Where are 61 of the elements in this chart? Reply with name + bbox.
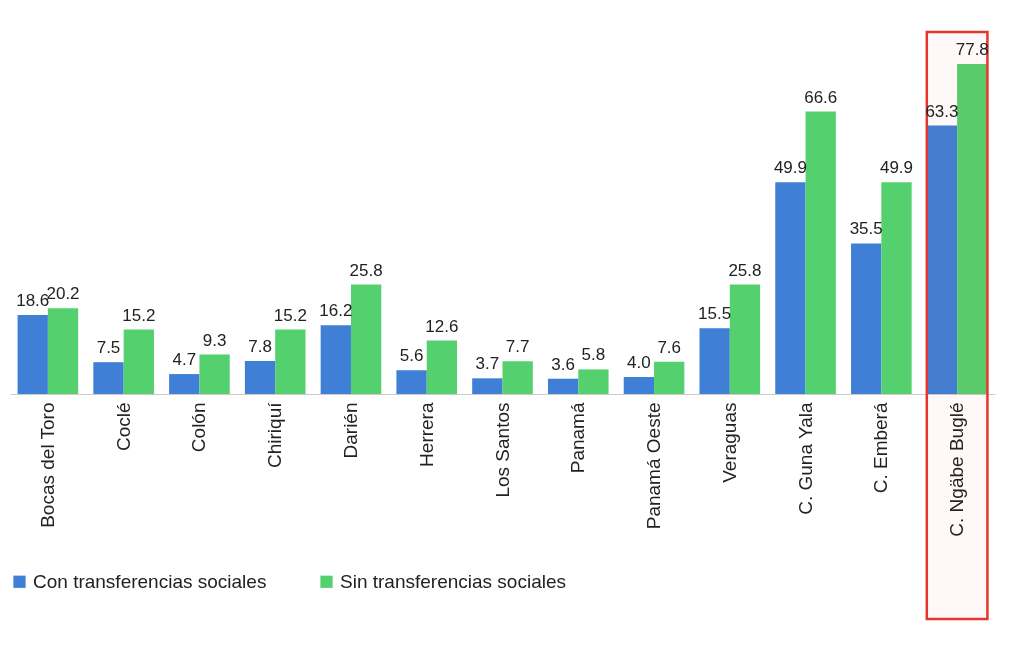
bar <box>426 340 458 394</box>
x-tick-label: Bocas del Toro <box>36 402 58 528</box>
bar <box>654 361 685 394</box>
x-tick-label: Herrera <box>415 402 437 467</box>
legend-label: Sin transferencias sociales <box>340 570 566 592</box>
bar <box>472 378 503 394</box>
data-label: 35.5 <box>849 219 883 239</box>
x-tick-label: C. Guna Yala <box>794 402 816 515</box>
bar <box>699 328 730 394</box>
x-tick-label: Veraguas <box>718 402 740 483</box>
x-tick-label: Coclé <box>112 402 134 452</box>
data-label: 66.6 <box>804 87 838 107</box>
bar <box>775 182 806 394</box>
bar <box>123 329 154 394</box>
bar <box>199 354 230 394</box>
bar <box>275 329 306 394</box>
data-label: 49.9 <box>879 158 914 178</box>
bar <box>17 315 48 394</box>
bar <box>547 378 579 394</box>
bar <box>926 125 958 394</box>
data-label: 7.7 <box>505 337 530 357</box>
data-label: 3.7 <box>475 354 500 374</box>
data-label: 4.7 <box>172 350 197 370</box>
bar <box>244 360 276 394</box>
data-label: 15.2 <box>273 305 307 325</box>
data-label: 25.8 <box>728 260 762 280</box>
x-tick-label: Panamá <box>567 402 589 474</box>
data-label: 3.6 <box>551 354 575 374</box>
x-tick-label: C. Emberá <box>870 402 892 494</box>
bar <box>851 243 882 394</box>
bar <box>881 182 912 394</box>
x-tick-label: Darién <box>339 402 361 459</box>
bar <box>502 361 533 394</box>
bar <box>320 325 351 394</box>
data-label: 5.6 <box>399 346 424 366</box>
data-label: 7.5 <box>96 338 121 358</box>
bar <box>396 370 427 394</box>
data-label: 25.8 <box>349 260 383 280</box>
bar <box>623 377 655 394</box>
data-label: 7.8 <box>248 336 272 356</box>
legend-label: Con transferencias sociales <box>33 570 267 592</box>
x-tick-label: Colón <box>188 402 210 453</box>
bar <box>957 64 988 394</box>
data-label: 12.6 <box>425 316 459 336</box>
bar <box>729 284 761 394</box>
data-label: 15.2 <box>122 305 156 325</box>
bar <box>350 284 382 394</box>
data-label: 9.3 <box>202 330 227 350</box>
bar <box>169 374 200 394</box>
bar <box>47 308 79 394</box>
data-label: 4.0 <box>627 353 651 373</box>
data-label: 7.6 <box>657 337 682 357</box>
bar <box>578 369 609 394</box>
x-tick-label: Chiriquí <box>264 401 286 468</box>
data-label: 49.9 <box>773 158 807 178</box>
data-label: 5.8 <box>581 345 606 365</box>
x-tick-label: Los Santos <box>491 402 513 498</box>
x-tick-label: Panamá Oeste <box>643 402 665 530</box>
bar <box>805 111 836 394</box>
bar <box>93 362 124 394</box>
x-tick-label: C. Ngäbe Buglé <box>946 402 968 537</box>
